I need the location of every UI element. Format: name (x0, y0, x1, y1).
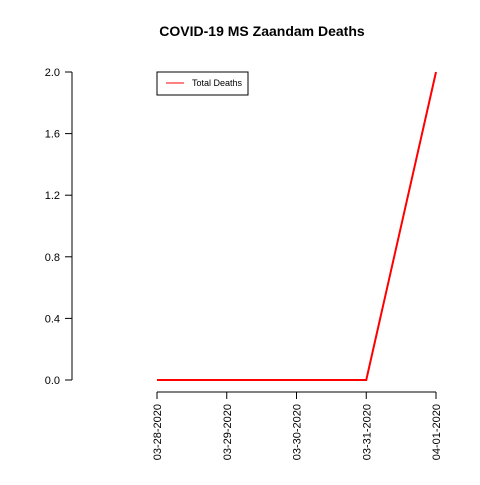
legend: Total Deaths (156, 71, 249, 96)
y-tick-label: 1.6 (45, 129, 60, 141)
x-tick-label: 03-31-2020 (361, 404, 373, 460)
x-tick-label: 03-28-2020 (152, 404, 164, 460)
legend-box (156, 71, 249, 96)
y-tick-label: 0.4 (45, 313, 60, 325)
y-tick-label: 2.0 (45, 67, 60, 79)
series-group (157, 71, 437, 381)
y-axis-ticks: 0.0 0.4 0.8 1.2 1.6 2.0 (45, 67, 72, 387)
x-tick-label: 04-01-2020 (431, 404, 443, 460)
x-tick-label: 03-30-2020 (292, 404, 304, 460)
y-tick-label: 1.2 (45, 190, 60, 202)
y-tick-label: 0.8 (45, 252, 60, 264)
chart-title: COVID-19 MS Zaandam Deaths (159, 23, 365, 39)
x-axis-ticks: 03-28-2020 03-29-2020 03-30-2020 03-31-2020… (152, 392, 443, 460)
x-tick-label: 03-29-2020 (222, 404, 234, 460)
y-tick-label: 0.0 (45, 375, 60, 387)
legend-label-total-deaths: Total Deaths (192, 78, 243, 88)
series-line-total-deaths (157, 71, 437, 381)
